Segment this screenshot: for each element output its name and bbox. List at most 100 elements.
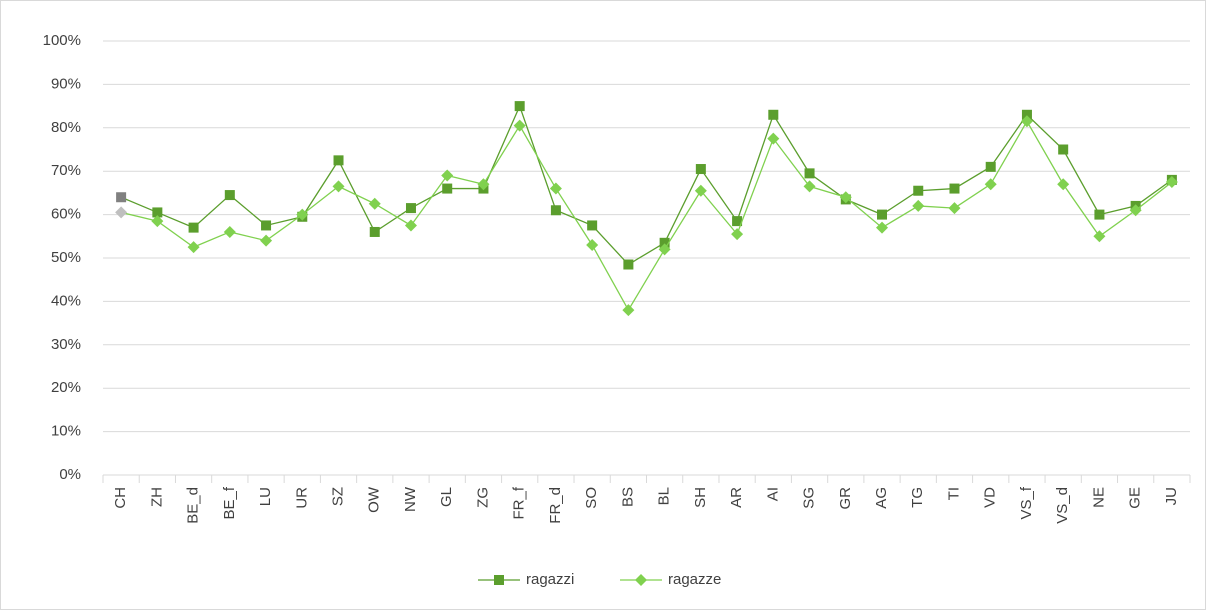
x-tick-label: UR <box>293 487 310 509</box>
marker <box>658 243 671 256</box>
marker <box>151 215 164 228</box>
marker <box>187 241 200 254</box>
x-tick-label: BE_d <box>185 487 202 524</box>
marker <box>839 191 852 204</box>
marker <box>731 228 744 241</box>
marker <box>985 161 996 172</box>
y-tick-label: 30% <box>51 336 81 353</box>
x-tick-label: ZH <box>148 487 165 507</box>
x-tick-label: SG <box>801 487 818 509</box>
marker <box>1165 176 1178 189</box>
x-tick-label: SH <box>692 487 709 508</box>
marker <box>912 199 925 212</box>
marker <box>223 225 236 238</box>
marker <box>494 575 504 585</box>
marker <box>188 222 199 233</box>
marker <box>913 185 924 196</box>
x-tick-label: BS <box>619 487 636 507</box>
legend-label: ragazze <box>668 571 721 588</box>
y-tick-label: 70% <box>51 162 81 179</box>
x-tick-label: GL <box>438 487 455 507</box>
y-tick-label: 60% <box>51 206 81 223</box>
x-tick-label: SZ <box>329 487 346 506</box>
marker <box>622 304 635 317</box>
marker <box>368 197 381 210</box>
x-tick-label: NE <box>1090 487 1107 508</box>
marker <box>116 192 127 203</box>
x-tick-label: NW <box>402 486 419 512</box>
y-tick-label: 90% <box>51 75 81 92</box>
x-tick-label: VS_f <box>1018 486 1035 519</box>
marker <box>224 190 235 201</box>
x-tick-label: GE <box>1127 487 1144 509</box>
series-line <box>120 119 1173 312</box>
x-tick-label: AR <box>728 487 745 508</box>
y-tick-label: 20% <box>51 379 81 396</box>
marker <box>332 180 345 193</box>
marker <box>803 180 816 193</box>
x-tick-label: OW <box>366 486 383 513</box>
x-tick-label: VS_d <box>1054 487 1071 524</box>
marker <box>260 234 273 247</box>
legend-label: ragazzi <box>526 571 574 588</box>
x-tick-label: AG <box>873 487 890 509</box>
marker <box>949 183 960 194</box>
marker <box>333 155 344 166</box>
marker <box>1094 209 1105 220</box>
x-tick-label: ZG <box>474 487 491 508</box>
marker <box>261 220 272 231</box>
x-tick-label: JU <box>1163 487 1180 505</box>
marker <box>442 183 453 194</box>
marker <box>296 208 309 221</box>
marker <box>404 219 417 232</box>
marker <box>405 203 416 214</box>
x-tick-label: AI <box>764 487 781 501</box>
y-tick-label: 0% <box>59 466 81 483</box>
marker <box>659 237 670 248</box>
marker <box>1129 204 1142 217</box>
marker <box>768 109 779 120</box>
marker <box>586 238 599 251</box>
marker <box>732 216 743 227</box>
marker <box>587 220 598 231</box>
marker <box>948 202 961 215</box>
marker <box>477 178 490 191</box>
x-tick-label: GR <box>837 487 854 510</box>
x-tick-label: FR_f <box>511 486 528 519</box>
y-tick-label: 40% <box>51 292 81 309</box>
marker <box>804 168 815 179</box>
x-tick-label: TI <box>945 487 962 500</box>
marker <box>513 119 526 132</box>
x-tick-label: BL <box>656 487 673 505</box>
marker <box>369 226 380 237</box>
marker <box>876 221 889 234</box>
marker <box>767 132 780 145</box>
y-tick-label: 10% <box>51 423 81 440</box>
marker <box>695 164 706 175</box>
x-tick-label: LU <box>257 487 274 506</box>
x-tick-label: SO <box>583 487 600 509</box>
y-tick-label: 80% <box>51 119 81 136</box>
marker <box>115 206 128 219</box>
marker <box>623 259 634 270</box>
x-tick-label: FR_d <box>547 487 564 524</box>
marker <box>514 101 525 112</box>
marker <box>152 207 163 218</box>
x-tick-label: TG <box>909 487 926 508</box>
x-tick-label: CH <box>112 487 129 509</box>
marker <box>1021 109 1032 120</box>
marker <box>549 182 562 195</box>
x-tick-label: BE_f <box>221 486 238 519</box>
x-tick-label: VD <box>982 487 999 508</box>
marker <box>1093 230 1106 243</box>
marker <box>694 184 707 197</box>
marker <box>635 574 647 586</box>
marker <box>877 209 888 220</box>
marker <box>550 205 561 216</box>
marker <box>1058 144 1069 155</box>
y-tick-label: 100% <box>43 32 81 49</box>
marker <box>984 178 997 191</box>
marker <box>1020 115 1033 128</box>
